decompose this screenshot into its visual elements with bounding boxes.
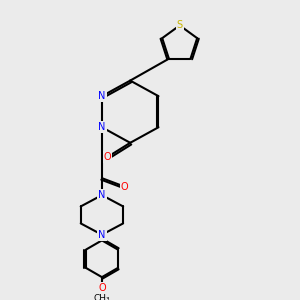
Text: N: N: [98, 91, 106, 101]
Text: O: O: [121, 182, 128, 192]
Text: N: N: [98, 190, 106, 200]
Text: N: N: [98, 122, 106, 132]
Text: O: O: [104, 152, 111, 162]
Text: N: N: [98, 230, 106, 240]
Text: S: S: [177, 20, 183, 31]
Text: CH₃: CH₃: [94, 294, 110, 300]
Text: O: O: [98, 283, 106, 293]
